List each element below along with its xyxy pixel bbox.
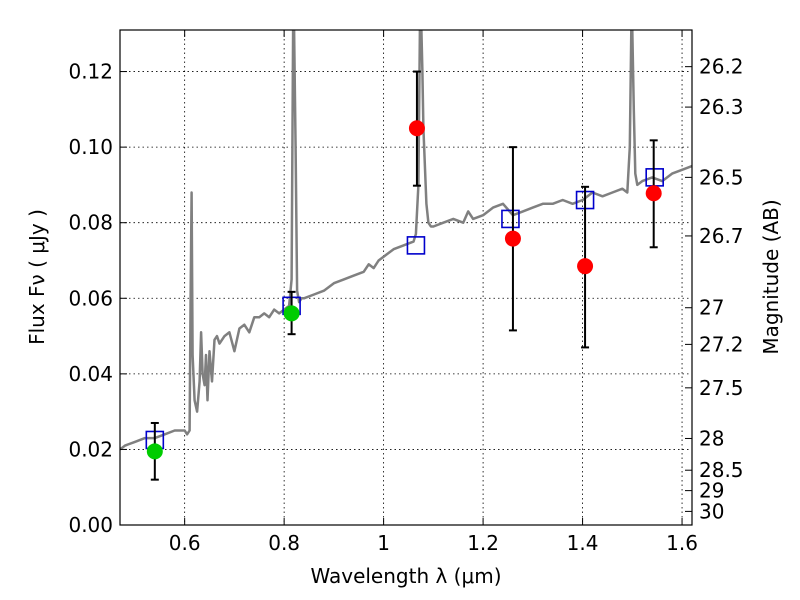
y-tick-label-5: 0.10 [68, 135, 113, 159]
model-flux-square-2 [406, 236, 426, 255]
y2-tick-label-5: 27.2 [699, 332, 744, 356]
data-point-3-0 [408, 120, 425, 137]
axis-ticks [120, 30, 692, 526]
y2-tick-label-9: 29 [699, 479, 724, 503]
model-flux-square-3 [501, 209, 520, 229]
plot-marks [120, 30, 692, 481]
x-tick-label-0: 0.6 [169, 531, 201, 555]
data-point-2-0 [146, 443, 163, 460]
x-axis-title: Wavelength λ (μm) [310, 564, 501, 588]
y2-axis-title: Magnitude (AB) [759, 199, 783, 354]
y2-tick-label-4: 27 [699, 296, 724, 320]
y-tick-label-2: 0.04 [68, 362, 113, 386]
spectrum-line [120, 30, 692, 451]
y-tick-label-0: 0.00 [68, 513, 113, 537]
y2-tick-label-1: 26.3 [699, 95, 744, 119]
x-tick-label-1: 0.8 [268, 531, 300, 555]
y-tick-label-4: 0.08 [68, 211, 113, 235]
y-tick-label-1: 0.02 [68, 437, 113, 461]
y2-tick-label-10: 30 [699, 499, 724, 523]
x-tick-label-3: 1.2 [467, 531, 499, 555]
data-point-3-3 [645, 185, 662, 202]
y2-tick-label-2: 26.5 [699, 165, 744, 189]
x-tick-label-4: 1.4 [567, 531, 599, 555]
data-point-3-2 [577, 258, 594, 275]
y2-tick-label-0: 26.2 [699, 55, 744, 79]
plot-frame [119, 29, 693, 526]
tick-labels: 0.6 0.8 1 1.2 1.4 1.6 0.00 0.02 0.04 0.06 0.08 0.10… [68, 55, 743, 555]
data-point-2-1 [283, 305, 300, 322]
y-axis-title: Flux Fν ( μJy ) [25, 209, 49, 345]
x-tick-label-5: 1.6 [666, 531, 698, 555]
y-tick-label-3: 0.06 [68, 286, 113, 310]
data-point-3-1 [504, 230, 521, 247]
y2-tick-label-8: 28.5 [699, 458, 744, 482]
x-tick-label-2: 1 [377, 531, 390, 555]
y2-tick-label-6: 27.5 [699, 376, 744, 400]
grid-lines [120, 30, 692, 525]
y2-tick-label-3: 26.7 [699, 224, 744, 248]
y-tick-label-6: 0.12 [68, 60, 113, 84]
y2-tick-label-7: 28 [699, 426, 724, 450]
